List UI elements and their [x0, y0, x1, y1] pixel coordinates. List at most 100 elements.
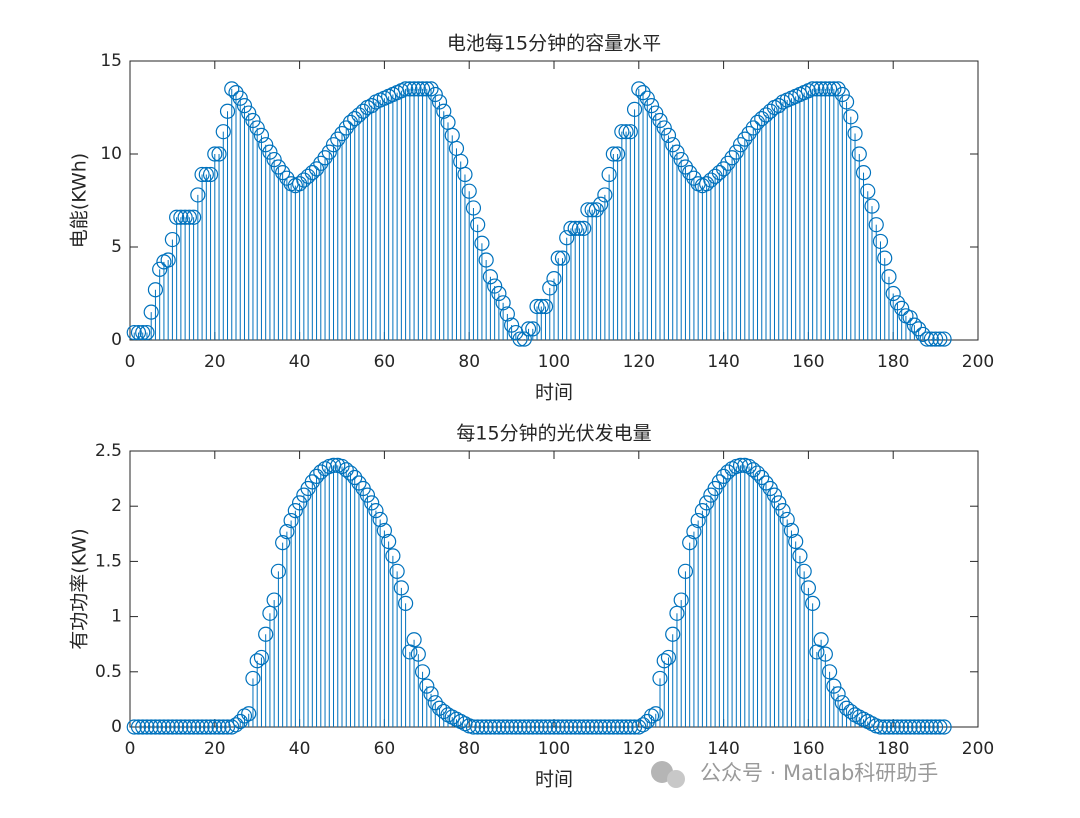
stem-marker — [423, 686, 439, 702]
stem-marker — [758, 475, 774, 491]
stem-marker — [258, 626, 274, 642]
stem-marker — [253, 127, 270, 143]
y-tick-label: 0 — [111, 717, 122, 737]
stem-marker — [487, 719, 503, 735]
stem-marker — [448, 711, 465, 727]
stem-marker — [728, 144, 744, 160]
stem-marker — [618, 719, 634, 735]
chart-title: 每15分钟的光伏发电量 — [456, 423, 651, 445]
stem-marker — [190, 187, 206, 203]
stem-marker — [699, 495, 715, 511]
y-axis-label: 电能(KWh) — [69, 153, 91, 248]
y-axis-label: 有功功率(KW) — [69, 528, 91, 649]
x-tick-label: 60 — [374, 352, 396, 372]
stem-marker — [635, 85, 651, 101]
stem-marker — [554, 250, 571, 266]
stem-marker — [779, 511, 795, 528]
stem-marker — [783, 522, 800, 539]
stem-marker — [639, 713, 655, 730]
stem-marker — [249, 120, 265, 136]
stem-marker — [745, 462, 761, 478]
stem-marker — [902, 719, 918, 735]
stem-marker — [669, 144, 685, 160]
stem-marker — [495, 719, 511, 735]
stem-marker — [215, 719, 231, 735]
stem-marker — [419, 81, 435, 97]
stem-marker — [567, 719, 583, 735]
stem-marker — [821, 81, 838, 97]
y-tick-label: 10 — [100, 144, 122, 164]
stem-marker — [270, 563, 286, 579]
stem-marker — [283, 512, 299, 529]
stem-marker — [809, 81, 825, 97]
stem-marker — [889, 719, 906, 735]
stem-marker — [631, 719, 647, 735]
stem-marker — [618, 124, 634, 140]
stem-marker — [219, 719, 236, 735]
stem-marker — [588, 202, 605, 218]
stem-marker — [431, 94, 448, 110]
stem-marker — [927, 331, 944, 347]
x-tick-label: 60 — [374, 739, 396, 759]
stem-marker — [715, 468, 732, 484]
stem-marker — [465, 719, 482, 735]
stem-marker — [414, 81, 431, 97]
stem-marker — [156, 719, 172, 735]
stem-marker — [860, 183, 876, 199]
stem-marker — [792, 548, 808, 564]
stem-marker — [529, 298, 545, 315]
stem-marker — [444, 709, 460, 725]
stems — [126, 81, 952, 347]
stem-marker — [843, 703, 859, 720]
stem-marker — [665, 626, 681, 642]
stem-marker — [414, 664, 431, 680]
stem-marker — [482, 269, 498, 285]
stem-marker — [275, 165, 291, 181]
stem-marker — [304, 474, 320, 490]
stem-marker — [325, 137, 342, 153]
stem-marker — [470, 217, 486, 233]
x-tick-label: 200 — [962, 352, 994, 372]
stem-marker — [720, 464, 736, 480]
stem-marker — [571, 220, 588, 236]
stem-marker — [796, 563, 812, 579]
stem-marker — [436, 103, 452, 119]
stem-marker — [499, 719, 515, 735]
stem-marker — [885, 719, 901, 735]
stem-marker — [576, 220, 592, 236]
stem-marker — [639, 90, 655, 106]
x-tick-label: 0 — [125, 739, 136, 759]
stem-marker — [372, 511, 388, 528]
y-tick-label: 2 — [111, 496, 122, 516]
x-tick-label: 120 — [623, 739, 655, 759]
stem-marker — [622, 124, 638, 140]
stem-marker — [338, 462, 354, 478]
stem-marker — [224, 81, 240, 97]
stem-marker — [147, 282, 164, 298]
stem-marker — [737, 131, 753, 147]
x-tick-label: 100 — [538, 739, 570, 759]
stem-marker — [652, 670, 668, 687]
stem-marker — [656, 120, 672, 136]
stem-marker — [588, 719, 605, 735]
stem-marker — [749, 465, 766, 481]
stem-marker — [258, 137, 274, 153]
x-tick-label: 140 — [707, 739, 739, 759]
stem-marker — [520, 321, 537, 337]
stem-marker — [474, 719, 490, 735]
stem-marker — [614, 719, 630, 735]
stem-marker — [614, 124, 630, 140]
stem-marker — [533, 298, 549, 315]
stem-marker — [927, 719, 944, 735]
x-tick-label: 180 — [877, 739, 909, 759]
stem-marker — [894, 719, 910, 735]
stem-marker — [593, 719, 609, 735]
stem-marker — [516, 719, 532, 735]
stem-marker — [805, 595, 821, 611]
stem-marker — [347, 469, 363, 486]
stem-marker — [923, 331, 939, 347]
stem-marker — [423, 81, 439, 97]
stem-marker — [410, 646, 426, 662]
stem-marker — [186, 209, 202, 225]
stem-marker — [279, 523, 295, 540]
